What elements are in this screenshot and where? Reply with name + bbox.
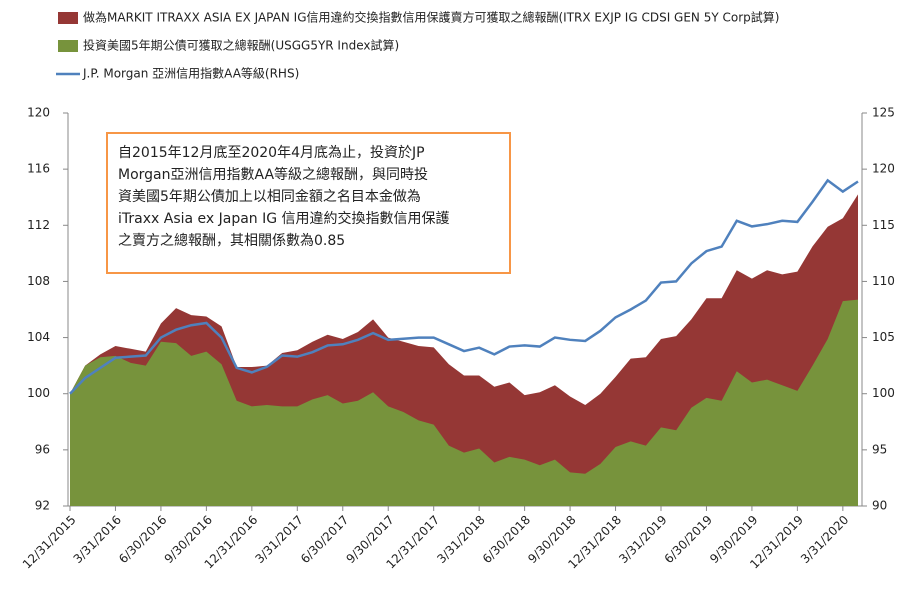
x-tick-label: 6/30/2016	[116, 513, 169, 566]
annotation-box	[106, 132, 511, 274]
x-tick-label: 3/31/2020	[798, 513, 851, 566]
x-tick-label: 6/30/2018	[480, 513, 533, 566]
y2-tick-label: 125	[872, 106, 895, 120]
y2-tick-label: 90	[872, 499, 887, 513]
y-tick-label: 96	[35, 442, 50, 456]
x-tick-label: 6/30/2017	[298, 513, 351, 566]
annotation-text: 自2015年12月底至2020年4月底為止，投資於JP	[118, 145, 425, 161]
x-tick-label: 6/30/2019	[662, 513, 715, 566]
y2-tick-label: 115	[872, 218, 895, 232]
x-tick-label: 3/31/2019	[616, 513, 669, 566]
annotation-text: Morgan亞洲信用指數AA等級之總報酬，與同時投	[118, 166, 428, 183]
legend-swatch	[58, 40, 78, 52]
legend-swatch	[58, 12, 78, 24]
y-tick-label: 104	[27, 330, 50, 344]
annotation-text: iTraxx Asia ex Japan IG 信用違約交換指數信用保護	[118, 210, 450, 227]
y2-tick-label: 120	[872, 162, 895, 176]
y-tick-label: 112	[27, 218, 50, 232]
x-tick-label: 12/31/2015	[20, 513, 79, 572]
y-tick-label: 120	[27, 106, 50, 120]
x-tick-label: 3/31/2016	[71, 513, 124, 566]
legend-label: 投資美國5年期公債可獲取之總報酬(USGG5YR Index試算)	[83, 38, 399, 53]
x-tick-label: 3/31/2018	[434, 513, 487, 566]
area	[70, 299, 858, 506]
y-tick-label: 108	[27, 274, 50, 288]
line	[69, 178, 859, 395]
legend-label: 做為MARKIT ITRAXX ASIA EX JAPAN IG信用違約交換指數…	[83, 10, 779, 25]
y-tick-label: 92	[35, 499, 50, 513]
y-tick-label: 116	[27, 162, 50, 176]
annotation-text: 之賣方之總報酬，其相關係數為0.85	[118, 232, 345, 249]
y2-tick-label: 100	[872, 386, 895, 400]
y2-tick-label: 105	[872, 330, 895, 344]
y2-tick-label: 110	[872, 274, 895, 288]
y-tick-label: 100	[27, 386, 50, 400]
x-tick-label: 3/31/2017	[252, 513, 305, 566]
legend-label: J.P. Morgan 亞洲信用指數AA等級(RHS)	[82, 66, 299, 81]
annotation-text: 資美國5年期公債加上以相同金額之名目本金做為	[118, 189, 421, 205]
y2-tick-label: 95	[872, 442, 887, 456]
